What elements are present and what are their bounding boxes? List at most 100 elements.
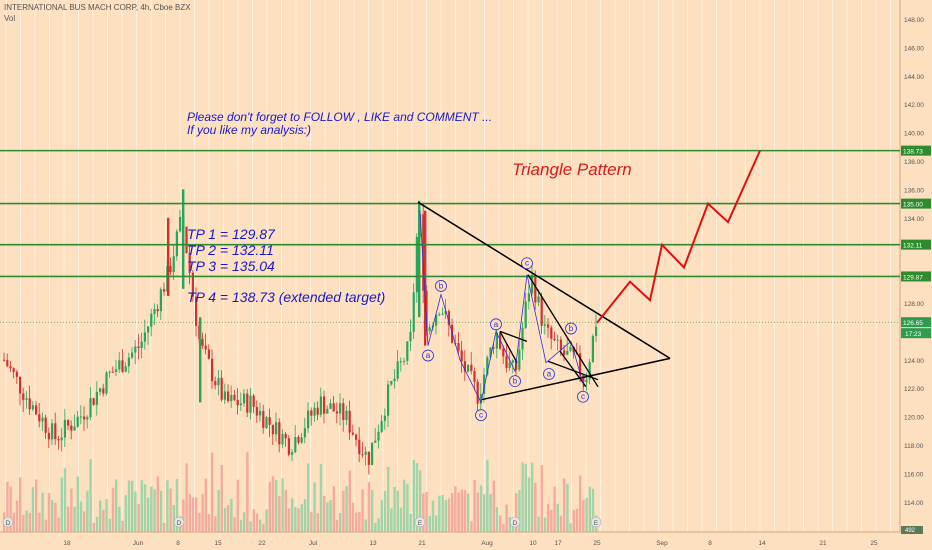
volume-bar — [479, 485, 483, 532]
volume-bar — [214, 516, 217, 532]
volume-bar — [403, 479, 406, 532]
volume-bar — [591, 488, 595, 532]
candle-body — [179, 216, 182, 232]
candle-body — [406, 341, 409, 361]
x-tick-label: 17 — [554, 540, 562, 547]
candle-body — [83, 416, 86, 420]
wave-path — [419, 210, 585, 404]
volume-bar — [323, 495, 326, 532]
volume-bar — [495, 507, 499, 532]
volume-bar — [60, 477, 63, 532]
candle-body — [204, 345, 207, 350]
candle-body — [483, 374, 486, 395]
candle-body — [3, 359, 6, 361]
volume-bar — [268, 482, 271, 532]
volume-bar — [355, 512, 358, 532]
y-tick-label: 144.00 — [904, 74, 924, 81]
candle-body — [566, 350, 569, 355]
volume-bar — [255, 513, 259, 532]
volume-bar — [271, 476, 275, 532]
candle-body — [255, 407, 258, 416]
candle-body — [569, 346, 572, 351]
volume-bar — [291, 498, 294, 532]
follow-note-line2: If you like my analysis:) — [187, 123, 312, 137]
event-marker — [414, 516, 426, 528]
x-tick-label: Aug — [481, 540, 493, 547]
volume-bar — [259, 519, 262, 532]
volume-bar — [182, 499, 185, 532]
candle-body — [425, 290, 428, 332]
volume-bar — [278, 495, 281, 532]
volume-bar — [339, 513, 342, 532]
level-tag — [901, 198, 931, 209]
volume-bar — [102, 509, 105, 532]
volume-bar — [70, 488, 73, 532]
volume-bar — [438, 495, 441, 532]
volume-bar — [563, 478, 566, 532]
volume-bar — [559, 515, 563, 532]
candle-body — [319, 396, 322, 415]
volume-bar — [175, 478, 179, 532]
candle-body — [307, 410, 310, 429]
volume-bar — [444, 499, 447, 532]
volume-bar — [566, 484, 569, 532]
volume-bar — [572, 509, 575, 532]
volume-bar — [473, 479, 476, 532]
x-tick-label: 14 — [758, 540, 766, 547]
candle-body — [342, 403, 345, 421]
volume-bar — [67, 506, 70, 532]
wave-label-circle — [490, 318, 502, 331]
candle-body — [41, 417, 44, 422]
volume-bar — [159, 490, 163, 532]
candle-body — [377, 431, 380, 441]
y-tick-label: 120.00 — [904, 415, 924, 422]
y-tick-label: 124.00 — [904, 358, 924, 365]
symbol-header: INTERNATIONAL BUS MACH CORP, 4h, Cboe BZ… — [4, 3, 191, 12]
candle-body — [271, 424, 274, 435]
volume-bar — [329, 500, 332, 532]
inner-trendline — [499, 330, 528, 342]
x-tick-label: Sep — [656, 540, 668, 547]
candle-body — [185, 226, 188, 253]
candle-body — [191, 272, 194, 297]
candle-body — [547, 324, 550, 328]
wave-label: c — [525, 259, 529, 268]
candle-body — [297, 436, 300, 443]
x-tick-label: 21 — [418, 540, 426, 547]
x-tick-label: 18 — [63, 540, 71, 547]
candle-body — [403, 360, 406, 362]
candle-body — [553, 338, 556, 341]
volume-bar — [502, 523, 505, 532]
wave-label: a — [547, 370, 552, 379]
volume-bar — [252, 509, 255, 532]
volume-bar — [22, 514, 25, 532]
volume-bar — [83, 511, 86, 532]
x-tick-label: 13 — [369, 540, 377, 547]
candle-body — [495, 332, 498, 349]
volume-bar — [230, 498, 233, 532]
candle-body — [476, 381, 479, 404]
candle-body — [89, 398, 92, 418]
volume-bar — [441, 495, 444, 532]
pattern-title: Triangle Pattern — [512, 160, 632, 179]
candle-body — [92, 398, 95, 405]
triangle-pattern — [417, 201, 671, 401]
candle-body — [284, 433, 287, 439]
candle-body — [195, 296, 198, 326]
candle-body — [518, 349, 521, 370]
candle-body — [390, 380, 393, 385]
volume-bar — [489, 494, 492, 532]
wave-label: b — [513, 377, 518, 386]
candle-body — [543, 324, 546, 326]
candle-body — [579, 353, 582, 376]
volume-bar — [348, 470, 351, 532]
candle-body — [22, 393, 25, 400]
volume-bar — [345, 486, 348, 532]
inner-trendline — [527, 274, 599, 388]
tp4-label: TP 4 = 138.73 (extended target) — [187, 289, 386, 305]
wave-label-circle — [543, 368, 555, 380]
volume-bar — [99, 500, 102, 532]
volume-bar — [163, 522, 166, 532]
y-tick-label: 128.00 — [904, 301, 924, 308]
